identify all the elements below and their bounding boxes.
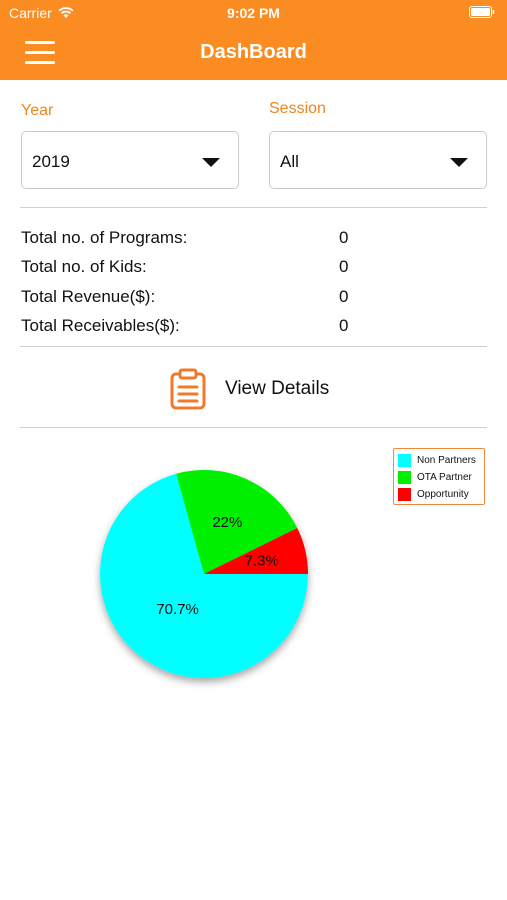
year-select[interactable]: 2019 [21, 131, 239, 189]
dropdown-arrow-icon [450, 158, 468, 167]
status-bar: Carrier 9:02 PM [0, 0, 507, 26]
divider [20, 427, 487, 428]
pie-value-label-non-partners: 70.7% [156, 601, 199, 618]
pie-value-label-opportunity: 7.3% [245, 553, 279, 570]
stat-label: Total no. of Programs: [21, 228, 188, 247]
carrier-label: Carrier [9, 5, 52, 21]
stat-value: 0 [339, 257, 349, 276]
page-title: DashBoard [200, 41, 307, 63]
pie-slice-ota-partner [176, 470, 298, 574]
menu-button[interactable] [25, 41, 55, 65]
clipboard-icon [170, 368, 206, 410]
battery-icon [469, 6, 495, 18]
dropdown-arrow-icon [202, 158, 220, 167]
nav-bar: DashBoard [0, 26, 507, 80]
legend-entry-opportunity: Opportunity [398, 487, 469, 501]
chart-legend: Non Partners OTA Partner Opportunity [393, 448, 485, 505]
stat-value: 0 [339, 287, 349, 306]
hamburger-icon [25, 41, 55, 64]
session-select[interactable]: All [269, 131, 487, 189]
stat-label: Total Receivables($): [21, 316, 180, 335]
pie-value-label-ota-partner: 22% [212, 514, 242, 531]
legend-swatch [398, 487, 411, 501]
stat-value: 0 [339, 228, 349, 247]
divider [20, 207, 487, 208]
status-time: 9:02 PM [227, 5, 280, 21]
legend-label: Opportunity [417, 488, 469, 500]
legend-swatch [398, 470, 411, 484]
stat-label: Total Revenue($): [21, 287, 156, 306]
legend-label: OTA Partner [417, 471, 472, 483]
session-label: Session [269, 100, 326, 117]
pie-slice-non-partners [100, 473, 308, 678]
session-select-value: All [280, 152, 299, 171]
year-label: Year [21, 102, 54, 119]
view-details-button[interactable]: View Details [168, 368, 368, 410]
legend-label: Non Partners [417, 454, 476, 466]
legend-swatch [398, 453, 411, 467]
pie-chart: 70.7% 22% 7.3% [100, 470, 308, 678]
stat-row-programs: Total no. of Programs: 0 [21, 228, 361, 252]
wifi-icon [58, 7, 74, 18]
carrier-info: Carrier [9, 5, 74, 21]
stat-label: Total no. of Kids: [21, 257, 147, 276]
stat-row-revenue: Total Revenue($): 0 [21, 287, 361, 311]
stat-value: 0 [339, 316, 349, 335]
year-select-value: 2019 [32, 152, 70, 171]
legend-entry-non-partners: Non Partners [398, 453, 476, 467]
view-details-label: View Details [225, 378, 330, 399]
divider [20, 346, 487, 347]
stat-row-kids: Total no. of Kids: 0 [21, 257, 361, 281]
stat-row-receivables: Total Receivables($): 0 [21, 316, 361, 340]
pie-slice-opportunity [204, 527, 308, 574]
legend-entry-ota-partner: OTA Partner [398, 470, 472, 484]
